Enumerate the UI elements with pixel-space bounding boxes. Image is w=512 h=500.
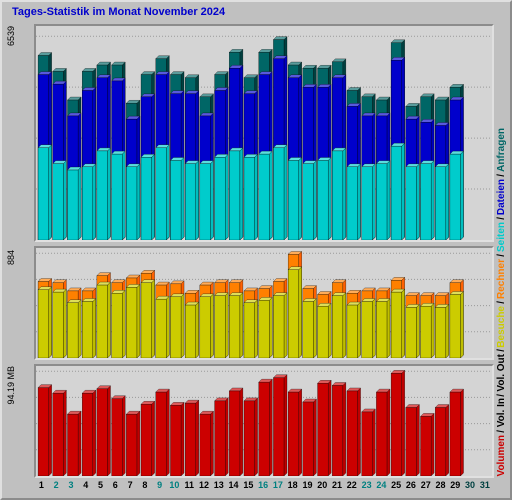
x-tick: 19: [300, 480, 315, 494]
x-tick: 13: [211, 480, 226, 494]
x-tick: 9: [152, 480, 167, 494]
x-tick: 7: [123, 480, 138, 494]
x-tick: 6: [108, 480, 123, 494]
x-tick: 8: [137, 480, 152, 494]
x-tick: 23: [359, 480, 374, 494]
x-tick: 4: [78, 480, 93, 494]
x-tick: 5: [93, 480, 108, 494]
x-tick: 21: [330, 480, 345, 494]
x-tick: 31: [477, 480, 492, 494]
legend: Volumen/Vol. In/Vol. Out/Besuche/Rechner…: [494, 22, 508, 476]
x-tick: 17: [271, 480, 286, 494]
x-tick: 18: [285, 480, 300, 494]
x-tick: 26: [404, 480, 419, 494]
x-tick: 16: [256, 480, 271, 494]
legend-item: Anfragen: [496, 128, 507, 172]
x-tick: 22: [344, 480, 359, 494]
y-label-top: 6539: [6, 26, 16, 46]
x-tick: 3: [64, 480, 79, 494]
x-tick: 15: [241, 480, 256, 494]
y-label-mid: 884: [6, 250, 16, 265]
legend-item: Seiten: [496, 222, 507, 252]
y-label-bot: 94.19 MB: [6, 366, 16, 405]
panel-mid: [34, 246, 494, 360]
x-tick: 27: [418, 480, 433, 494]
x-tick: 24: [374, 480, 389, 494]
panel-bot: [34, 364, 494, 478]
panel-top: [34, 24, 494, 242]
chart-title: Tages-Statistik im Monat November 2024: [12, 6, 225, 18]
x-tick: 20: [315, 480, 330, 494]
legend-item: Vol. Out: [496, 354, 507, 392]
legend-item: Rechner: [496, 259, 507, 299]
chart-container: Tages-Statistik im Monat November 2024 6…: [0, 0, 512, 500]
x-tick: 28: [433, 480, 448, 494]
x-tick: 2: [49, 480, 64, 494]
legend-item: Volumen: [496, 435, 507, 476]
legend-item: Besuche: [496, 306, 507, 348]
x-tick: 1: [34, 480, 49, 494]
x-axis: 1234567891011121314151617181920212223242…: [34, 480, 492, 494]
x-tick: 25: [389, 480, 404, 494]
legend-item: Dateien: [496, 179, 507, 215]
x-tick: 30: [463, 480, 478, 494]
x-tick: 10: [167, 480, 182, 494]
x-tick: 11: [182, 480, 197, 494]
x-tick: 29: [448, 480, 463, 494]
x-tick: 14: [226, 480, 241, 494]
x-tick: 12: [197, 480, 212, 494]
legend-item: Vol. In: [496, 398, 507, 427]
